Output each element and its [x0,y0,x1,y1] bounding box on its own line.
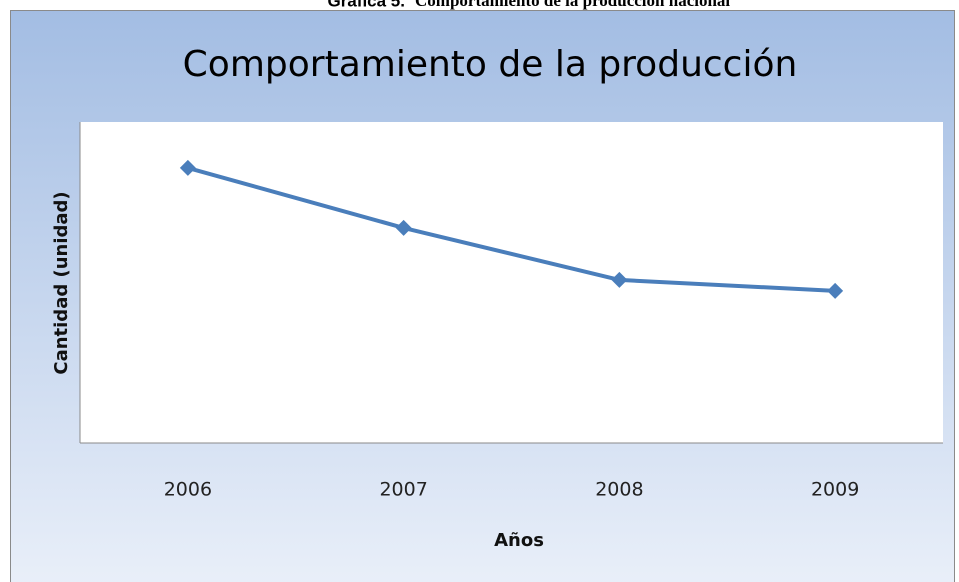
plot-area [80,122,943,443]
marker [611,271,628,288]
y-axis-label: Cantidad (unidad) [51,191,72,374]
caption-label: Gráfica 5. [328,0,406,10]
x-tick-label: 2009 [811,479,859,501]
line [187,165,836,293]
marker [827,282,844,299]
x-tick-label: 2007 [379,479,427,501]
caption: Comportamiento de la producción nacional [415,0,730,10]
x-tick-label: 2008 [595,479,643,501]
chart-title: Comportamiento de la producción [183,44,798,85]
x-axis-label: Años [494,530,544,551]
marker [179,159,196,176]
marker [395,219,412,236]
x-tick-label: 2006 [164,479,212,501]
